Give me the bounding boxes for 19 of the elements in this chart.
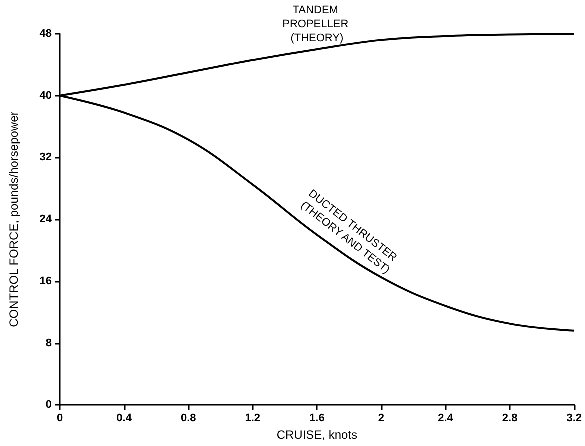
x-tick-label: 1.2: [245, 412, 261, 425]
x-tick-label: 0: [56, 412, 64, 425]
series-label: TANDEM PROPELLER (THEORY): [282, 4, 352, 44]
y-tick-label: 48: [40, 28, 52, 40]
y-tick-label: 16: [40, 275, 52, 288]
y-tick-label: 24: [40, 214, 53, 226]
y-axis-title: CONTROL FORCE, pounds/horsepower: [7, 112, 21, 328]
x-tick-label: 0.8: [180, 412, 196, 425]
y-tick-label: 0: [46, 399, 52, 412]
x-tick-label: 1.6: [310, 412, 325, 425]
x-tick-label: 2.4: [438, 412, 454, 425]
x-tick-label: 2: [378, 412, 385, 425]
y-tick-label: 8: [46, 337, 52, 350]
x-tick-label: 2.8: [502, 412, 518, 425]
x-axis-title: CRUISE, knots: [276, 428, 358, 442]
y-tick-label: 40: [40, 90, 52, 102]
y-tick-label: 32: [40, 152, 52, 164]
x-tick-label: 3.2: [566, 412, 582, 425]
x-tick-label: 0.4: [116, 412, 133, 425]
